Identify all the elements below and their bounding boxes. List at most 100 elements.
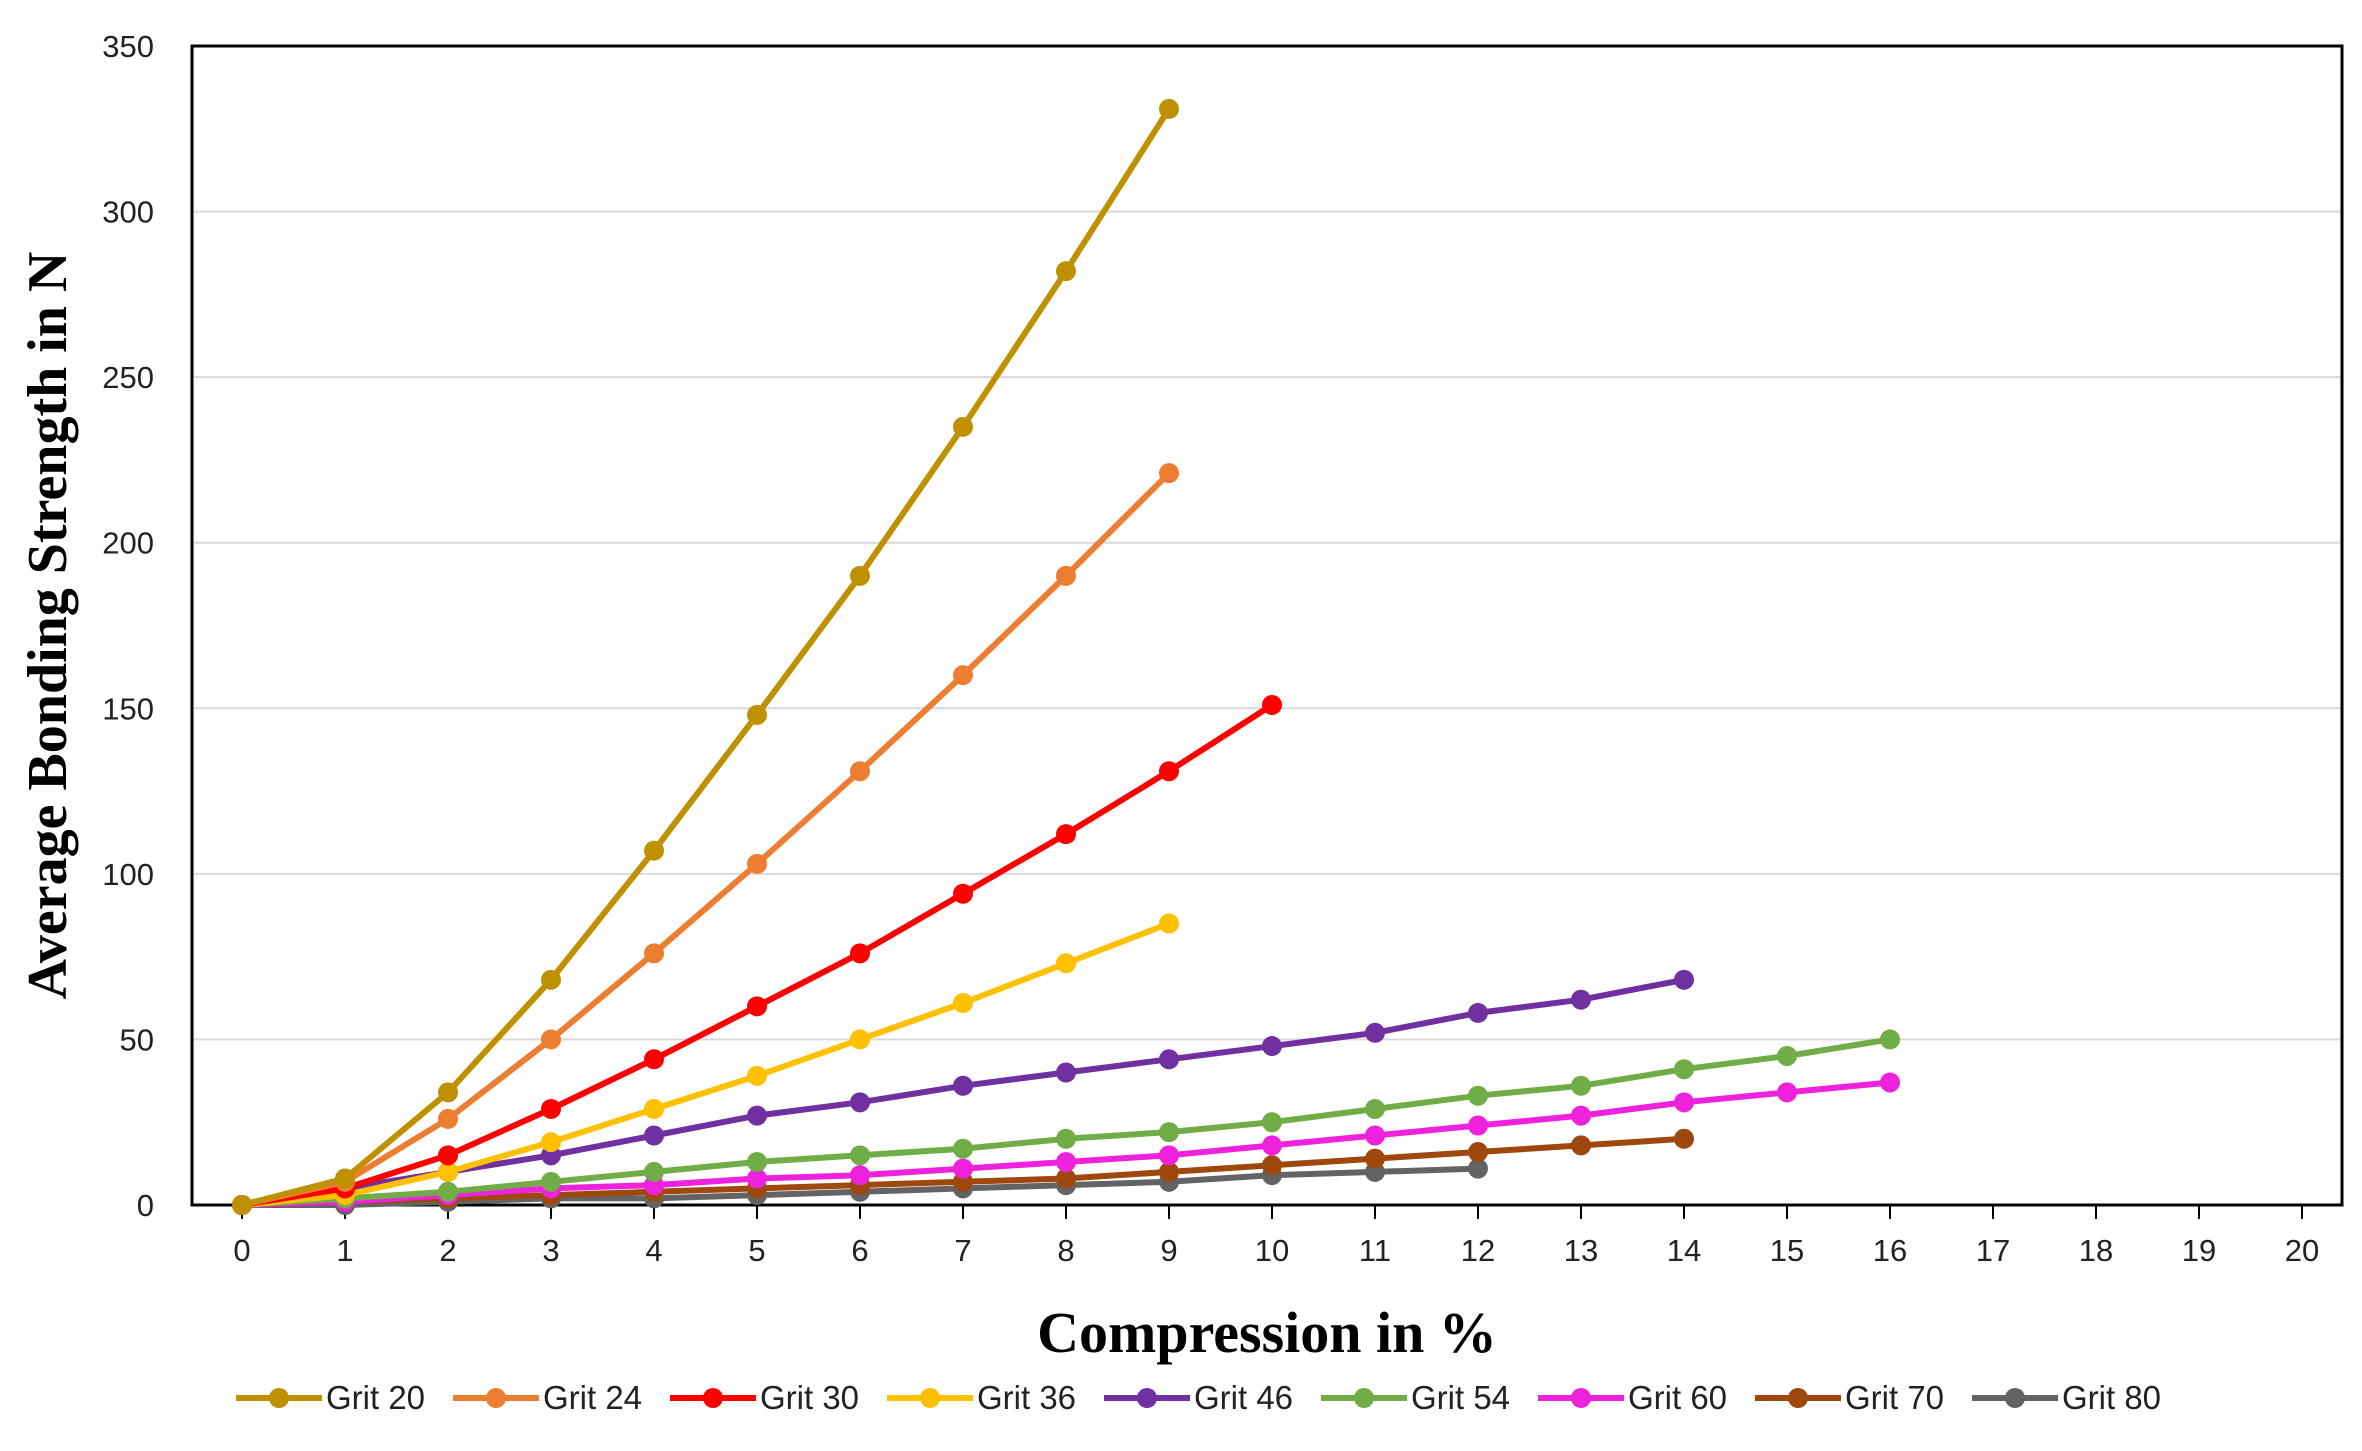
data-point bbox=[1674, 1059, 1694, 1080]
data-point bbox=[1056, 565, 1076, 586]
data-point bbox=[747, 1168, 767, 1189]
series-line bbox=[239, 105, 1172, 1208]
data-point bbox=[747, 853, 767, 874]
legend-item: Grit 30 bbox=[670, 1379, 859, 1416]
data-point bbox=[1056, 1168, 1076, 1189]
data-point bbox=[438, 1108, 458, 1129]
y-tick-label: 100 bbox=[102, 857, 154, 892]
legend-label: Grit 80 bbox=[2062, 1379, 2161, 1416]
data-point bbox=[1674, 1128, 1694, 1149]
legend-item: Grit 70 bbox=[1755, 1379, 1944, 1416]
data-point bbox=[1159, 1161, 1179, 1182]
data-point bbox=[850, 1029, 870, 1050]
legend-item: Grit 36 bbox=[887, 1379, 1076, 1416]
data-point bbox=[1262, 1036, 1282, 1057]
y-tick-label: 0 bbox=[137, 1188, 154, 1223]
data-point bbox=[1571, 989, 1591, 1010]
legend-item: Grit 60 bbox=[1538, 1379, 1727, 1416]
data-point bbox=[953, 993, 973, 1014]
legend-marker bbox=[1354, 1388, 1374, 1408]
y-tick-label: 350 bbox=[102, 29, 154, 64]
legend-label: Grit 20 bbox=[326, 1379, 425, 1416]
plot-frame bbox=[190, 44, 2344, 1207]
x-tick-label: 14 bbox=[1667, 1233, 1701, 1268]
y-tick-label: 200 bbox=[102, 526, 154, 561]
x-tick-label: 20 bbox=[2285, 1233, 2319, 1268]
data-point bbox=[953, 665, 973, 686]
x-tick-label: 16 bbox=[1873, 1233, 1907, 1268]
x-tick-label: 6 bbox=[851, 1233, 868, 1268]
y-tick-label: 250 bbox=[102, 360, 154, 395]
x-tick-label: 8 bbox=[1057, 1233, 1074, 1268]
x-tick-label: 5 bbox=[748, 1233, 765, 1268]
series-grit-54 bbox=[232, 1029, 1900, 1215]
x-tick-label: 12 bbox=[1461, 1233, 1495, 1268]
data-point bbox=[1571, 1105, 1591, 1126]
data-point bbox=[541, 969, 561, 990]
data-point bbox=[953, 1138, 973, 1159]
legend-marker bbox=[486, 1388, 506, 1408]
legend-item: Grit 46 bbox=[1104, 1379, 1293, 1416]
data-point bbox=[541, 1132, 561, 1153]
x-tick-label: 17 bbox=[1976, 1233, 2010, 1268]
y-tick-label: 300 bbox=[102, 195, 154, 230]
data-point bbox=[1571, 1075, 1591, 1096]
data-point bbox=[541, 1171, 561, 1192]
data-point bbox=[953, 416, 973, 437]
data-point bbox=[335, 1168, 355, 1189]
data-point bbox=[1880, 1029, 1900, 1050]
legend-marker bbox=[2005, 1388, 2025, 1408]
legend-marker bbox=[269, 1388, 289, 1408]
data-point bbox=[1159, 1145, 1179, 1166]
legend-label: Grit 46 bbox=[1194, 1379, 1293, 1416]
x-tick-label: 2 bbox=[439, 1233, 456, 1268]
data-point bbox=[1159, 463, 1179, 484]
series-group bbox=[232, 98, 1900, 1215]
x-tick-label: 9 bbox=[1160, 1233, 1177, 1268]
x-tick-label: 11 bbox=[1359, 1233, 1391, 1268]
series-line bbox=[239, 702, 1275, 1208]
legend-label: Grit 60 bbox=[1628, 1379, 1727, 1416]
data-point bbox=[1056, 261, 1076, 282]
data-point bbox=[747, 1065, 767, 1086]
data-point bbox=[1056, 1128, 1076, 1149]
data-point bbox=[953, 1158, 973, 1179]
data-point bbox=[953, 1075, 973, 1096]
data-point bbox=[850, 565, 870, 586]
data-point bbox=[850, 761, 870, 782]
data-point bbox=[1365, 1022, 1385, 1043]
x-tick-label: 19 bbox=[2182, 1233, 2216, 1268]
data-point bbox=[850, 1165, 870, 1186]
data-point bbox=[1468, 1115, 1488, 1136]
data-point bbox=[1056, 824, 1076, 845]
x-tick-label: 1 bbox=[336, 1233, 353, 1268]
x-tick-label: 10 bbox=[1255, 1233, 1289, 1268]
data-point bbox=[1365, 1148, 1385, 1169]
data-point bbox=[747, 704, 767, 725]
y-tick-label: 50 bbox=[120, 1022, 154, 1057]
data-point bbox=[1159, 1122, 1179, 1143]
x-tick-label: 4 bbox=[645, 1233, 662, 1268]
legend-marker bbox=[920, 1388, 940, 1408]
data-point bbox=[747, 996, 767, 1017]
data-point bbox=[644, 1161, 664, 1182]
data-point bbox=[1468, 1158, 1488, 1179]
legend-label: Grit 24 bbox=[543, 1379, 642, 1416]
legend-marker bbox=[1571, 1388, 1591, 1408]
data-point bbox=[541, 1098, 561, 1119]
grid-lines bbox=[192, 210, 2342, 1041]
data-point bbox=[1159, 913, 1179, 934]
data-point bbox=[1674, 969, 1694, 990]
data-point bbox=[1468, 1085, 1488, 1106]
data-point bbox=[1880, 1072, 1900, 1093]
data-point bbox=[644, 1049, 664, 1070]
legend-item: Grit 24 bbox=[453, 1379, 642, 1416]
data-point bbox=[1262, 1135, 1282, 1156]
data-point bbox=[1571, 1135, 1591, 1156]
x-axis-title: Compression in % bbox=[1037, 1300, 1497, 1365]
legend-item: Grit 54 bbox=[1321, 1379, 1510, 1416]
data-point bbox=[1777, 1045, 1797, 1066]
